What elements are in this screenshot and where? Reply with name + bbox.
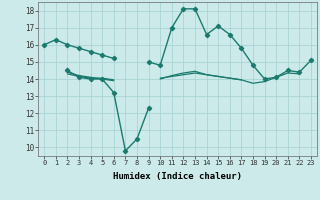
X-axis label: Humidex (Indice chaleur): Humidex (Indice chaleur) [113, 172, 242, 181]
